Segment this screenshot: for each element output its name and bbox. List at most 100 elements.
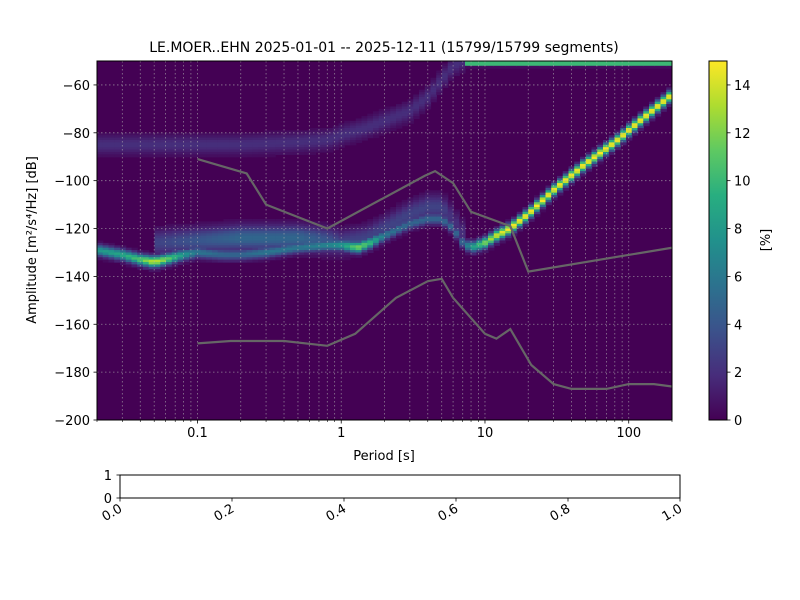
heatmap-cell	[258, 247, 265, 251]
heatmap-cell	[666, 61, 672, 64]
heatmap-cell	[206, 151, 213, 155]
heatmap-cell	[223, 226, 230, 230]
heatmap-cell	[212, 139, 219, 143]
heatmap-cell	[580, 168, 587, 172]
heatmap-cell	[286, 235, 294, 239]
heatmap-cell	[183, 147, 190, 151]
heatmap-cell	[258, 149, 265, 153]
heatmap-cell	[338, 132, 345, 136]
heatmap-cell	[240, 132, 248, 136]
heatmap-cell	[275, 142, 282, 146]
heatmap-cell	[97, 240, 104, 244]
heatmap-cell	[666, 65, 672, 69]
heatmap-cell	[229, 252, 236, 256]
heatmap-cell	[361, 242, 368, 246]
heatmap-cell	[367, 125, 374, 129]
heatmap-cell	[620, 130, 627, 134]
heatmap-cell	[505, 233, 512, 237]
heatmap-cell	[493, 233, 501, 237]
heatmap-cell	[551, 65, 558, 69]
heatmap-cell	[125, 264, 133, 268]
heatmap-cell	[396, 202, 403, 206]
heatmap-cell	[390, 233, 397, 237]
heatmap-cell	[183, 252, 190, 256]
heatmap-cell	[217, 250, 225, 254]
heatmap-cell	[401, 118, 409, 122]
colorbar-tick-label: 6	[734, 270, 742, 285]
heatmap-cell	[304, 235, 311, 239]
heatmap-cell	[597, 142, 604, 146]
heatmap-cell	[200, 240, 207, 244]
y-tick-label: −200	[54, 414, 90, 429]
heatmap-cell	[367, 130, 374, 134]
heatmap-cell	[436, 206, 443, 210]
heatmap-cell	[120, 137, 127, 141]
heatmap-cell	[344, 252, 351, 256]
heatmap-cell	[332, 130, 340, 134]
heatmap-cell	[350, 137, 357, 141]
heatmap-cell	[597, 144, 604, 148]
heatmap-cell	[447, 202, 455, 206]
heatmap-cell	[229, 142, 236, 146]
heatmap-cell	[591, 63, 598, 67]
heatmap-cell	[309, 242, 317, 246]
heatmap-cell	[298, 252, 305, 256]
heatmap-cell	[143, 142, 150, 146]
heatmap-cell	[120, 245, 127, 249]
heatmap-cell	[166, 266, 173, 270]
heatmap-cell	[235, 154, 242, 158]
heatmap-cell	[240, 226, 248, 230]
heatmap-cell	[338, 252, 345, 256]
heatmap-cell	[447, 63, 455, 67]
heatmap-cell	[470, 240, 478, 244]
heatmap-cell	[217, 144, 225, 148]
heatmap-cell	[355, 254, 363, 258]
heatmap-cell	[143, 264, 150, 268]
heatmap-cell	[436, 209, 443, 213]
heatmap-cell	[384, 209, 391, 213]
heatmap-cell	[585, 65, 593, 69]
heatmap-cell	[361, 238, 368, 242]
heatmap-cell	[240, 228, 248, 232]
heatmap-cell	[252, 240, 259, 244]
heatmap-cell	[166, 228, 173, 232]
heatmap-cell	[269, 245, 276, 249]
secondary-axes-frame	[119, 474, 681, 499]
heatmap-cell	[528, 214, 535, 218]
heatmap-cell	[367, 233, 374, 237]
heatmap-cell	[217, 247, 225, 251]
heatmap-cell	[206, 226, 213, 230]
heatmap-cell	[315, 242, 322, 246]
heatmap-cell	[545, 63, 552, 67]
heatmap-cell	[355, 230, 363, 234]
heatmap-cell	[194, 247, 202, 251]
heatmap-cell	[286, 135, 294, 139]
heatmap-cell	[539, 61, 547, 64]
heatmap-cell	[401, 120, 409, 124]
heatmap-cell	[499, 235, 506, 239]
heatmap-cell	[263, 238, 271, 242]
heatmap-cell	[442, 221, 449, 225]
heatmap-cell	[597, 154, 604, 158]
heatmap-cell	[286, 137, 294, 141]
heatmap-cell	[626, 123, 633, 127]
heatmap-cell	[482, 250, 489, 254]
heatmap-cell	[194, 223, 202, 227]
heatmap-cell	[453, 63, 460, 67]
heatmap-cell	[373, 228, 380, 232]
heatmap-cell	[321, 250, 328, 254]
heatmap-cell	[258, 135, 265, 139]
heatmap-cell	[160, 250, 167, 254]
heatmap-cell	[407, 116, 414, 120]
colorbar-tick-label: 8	[734, 223, 742, 238]
heatmap-cell	[292, 151, 299, 155]
heatmap-cell	[557, 185, 564, 189]
heatmap-cell	[269, 242, 276, 246]
heatmap-cell	[591, 65, 598, 69]
heatmap-cell	[154, 151, 161, 155]
heatmap-cell	[407, 218, 414, 222]
heatmap-cell	[171, 262, 179, 266]
heatmap-cell	[413, 202, 420, 206]
heatmap-cell	[235, 139, 242, 143]
heatmap-cell	[298, 139, 305, 143]
